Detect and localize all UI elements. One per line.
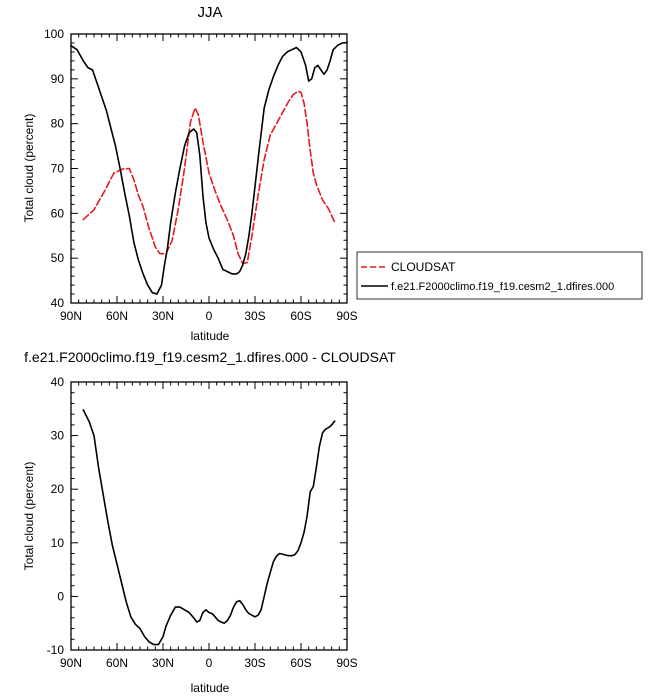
panel-top-xtick-label: 30N xyxy=(152,309,174,323)
panel-bottom-ytick-label: 20 xyxy=(51,482,65,496)
panel-top-xtick-label: 60N xyxy=(106,309,128,323)
panel-top: JJA 90N 60N 30N 0 30S 60S 90S 40 50 60 70 80 90 100 l… xyxy=(22,4,358,343)
panel-bottom-plot-frame xyxy=(70,381,348,651)
panel-bottom-xtick-label: 60N xyxy=(106,656,128,670)
panel-bottom-xtick-label: 30N xyxy=(152,656,174,670)
panel-top-xtick-label: 90S xyxy=(336,309,357,323)
panel-bottom-ytick-label: 30 xyxy=(51,429,65,443)
panel-bottom-xlabel: latitude xyxy=(191,681,230,695)
panel-bottom-ytick-label: 10 xyxy=(51,536,65,550)
panel-top-ytick-label: 40 xyxy=(51,296,65,310)
panel-top-ticks: 90N 60N 30N 0 30S 60S 90S 40 50 60 70 80 90 100 xyxy=(44,27,358,323)
panel-bottom: f.e21.F2000climo.f19_f19.cesm2_1.dfires.… xyxy=(22,349,396,695)
panel-top-xtick-label: 30S xyxy=(244,309,265,323)
legend-label-cloudsat: CLOUDSAT xyxy=(391,260,456,274)
panel-bottom-title: f.e21.F2000climo.f19_f19.cesm2_1.dfires.… xyxy=(24,349,396,365)
legend: CLOUDSAT f.e21.F2000climo.f19_f19.cesm2_… xyxy=(356,251,643,300)
panel-top-xtick-label: 90N xyxy=(60,309,82,323)
panel-top-ytick-label: 50 xyxy=(51,251,65,265)
panel-bottom-xtick-label: 90N xyxy=(60,656,82,670)
panel-top-ytick-label: 100 xyxy=(44,27,64,41)
panel-bottom-series-line-0 xyxy=(82,409,336,646)
panel-top-xtick-label: 60S xyxy=(290,309,311,323)
panel-bottom-xtick-label: 30S xyxy=(244,656,265,670)
panel-bottom-ylabel: Total cloud (percent) xyxy=(22,462,36,571)
panel-top-ylabel: Total cloud (percent) xyxy=(22,114,36,223)
panel-bottom-xtick-label: 0 xyxy=(206,656,213,670)
panel-top-series-layer xyxy=(70,41,348,295)
panel-bottom-ticks: 90N 60N 30N 0 30S 60S 90S -10 0 10 20 30 40 xyxy=(47,375,358,670)
panel-top-series-line-0 xyxy=(82,90,336,265)
panel-top-xtick-label: 0 xyxy=(206,309,213,323)
panel-bottom-xtick-label: 60S xyxy=(290,656,311,670)
panel-bottom-xtick-label: 90S xyxy=(336,656,357,670)
panel-top-title: JJA xyxy=(197,4,222,21)
panel-top-plot-frame xyxy=(70,33,348,304)
legend-box xyxy=(356,251,643,300)
panel-top-xlabel: latitude xyxy=(191,329,230,343)
panel-top-ytick-label: 60 xyxy=(51,206,65,220)
panel-top-ytick-label: 70 xyxy=(51,162,65,176)
panel-top-ytick-label: 80 xyxy=(51,117,65,131)
panel-bottom-series-layer xyxy=(82,409,336,646)
legend-label-model: f.e21.F2000climo.f19_f19.cesm2_1.dfires.… xyxy=(391,281,614,293)
panel-bottom-ytick-label: -10 xyxy=(47,643,65,657)
panel-top-series-line-1 xyxy=(70,41,348,295)
panel-bottom-ytick-label: 0 xyxy=(57,589,64,603)
panel-top-ytick-label: 90 xyxy=(51,72,65,86)
panel-bottom-ytick-label: 40 xyxy=(51,375,65,389)
